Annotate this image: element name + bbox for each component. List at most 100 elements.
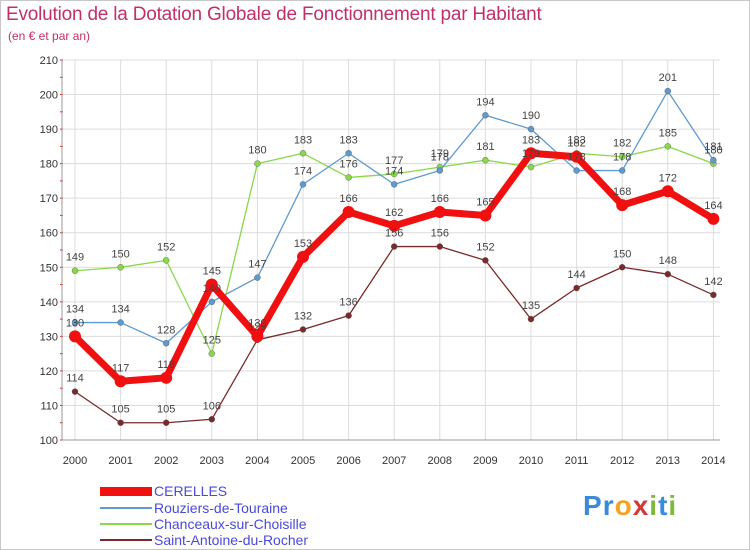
data-point bbox=[254, 160, 261, 167]
y-tick-label: 130 bbox=[40, 331, 58, 343]
data-label: 150 bbox=[613, 248, 631, 260]
data-label: 176 bbox=[339, 158, 357, 170]
data-label: 106 bbox=[203, 400, 221, 412]
data-label: 156 bbox=[385, 228, 403, 240]
data-label: 166 bbox=[339, 193, 357, 205]
data-point bbox=[391, 170, 398, 178]
data-label: 148 bbox=[659, 255, 677, 267]
data-point bbox=[299, 326, 307, 333]
legend-swatch bbox=[100, 539, 152, 541]
legend-label: Chanceaux-sur-Choisille bbox=[154, 516, 307, 532]
x-tick-label: 2013 bbox=[656, 455, 680, 467]
logo-letter: t bbox=[658, 490, 669, 521]
logo-letter: i bbox=[668, 490, 678, 521]
logo-letter: x bbox=[632, 490, 650, 521]
data-point bbox=[299, 150, 307, 157]
data-label: 181 bbox=[704, 141, 722, 153]
data-point bbox=[710, 291, 717, 299]
data-point bbox=[388, 219, 401, 232]
data-label: 183 bbox=[339, 134, 357, 146]
y-tick-label: 100 bbox=[40, 435, 58, 447]
data-point bbox=[482, 112, 489, 119]
y-tick-label: 110 bbox=[40, 400, 58, 412]
data-point bbox=[254, 274, 261, 281]
data-point bbox=[345, 174, 352, 181]
legend-label: Rouziers-de-Touraine bbox=[154, 500, 288, 516]
data-point bbox=[117, 419, 124, 426]
data-label: 174 bbox=[385, 165, 403, 177]
data-label: 132 bbox=[294, 310, 312, 322]
data-point bbox=[707, 212, 720, 225]
y-tick-label: 180 bbox=[40, 159, 58, 171]
data-point bbox=[527, 163, 535, 171]
x-tick-label: 2008 bbox=[428, 455, 452, 467]
data-point bbox=[117, 264, 124, 271]
data-point bbox=[482, 156, 489, 164]
data-label: 117 bbox=[112, 362, 130, 374]
data-label: 153 bbox=[294, 238, 312, 250]
data-label: 149 bbox=[66, 252, 84, 264]
data-point bbox=[391, 181, 398, 188]
data-point bbox=[436, 243, 443, 250]
data-point bbox=[160, 371, 173, 384]
data-label: 183 bbox=[522, 134, 540, 146]
data-point bbox=[391, 243, 398, 250]
data-label: 180 bbox=[248, 145, 266, 157]
data-point bbox=[664, 87, 671, 95]
data-label: 128 bbox=[157, 324, 175, 336]
data-point bbox=[345, 150, 352, 157]
data-point bbox=[573, 284, 580, 292]
data-label: 118 bbox=[157, 359, 175, 371]
y-tick-label: 190 bbox=[40, 124, 58, 136]
data-label: 134 bbox=[66, 304, 84, 316]
data-point bbox=[619, 153, 626, 160]
x-tick-label: 2010 bbox=[519, 455, 543, 467]
data-label: 105 bbox=[111, 404, 129, 416]
legend-label: CERELLES bbox=[154, 483, 228, 499]
data-point bbox=[71, 267, 79, 274]
data-label: 162 bbox=[385, 207, 403, 219]
logo-letter: o bbox=[614, 490, 633, 521]
data-label: 174 bbox=[294, 165, 312, 177]
data-label: 179 bbox=[522, 148, 540, 160]
x-tick-label: 2007 bbox=[382, 455, 406, 467]
data-point bbox=[117, 319, 124, 326]
data-label: 168 bbox=[613, 186, 631, 198]
x-tick-label: 2002 bbox=[154, 455, 178, 467]
x-tick-label: 2009 bbox=[473, 455, 497, 467]
y-tick-label: 120 bbox=[40, 366, 58, 378]
y-tick-label: 160 bbox=[40, 228, 58, 240]
data-point bbox=[297, 250, 309, 263]
data-point bbox=[69, 330, 81, 343]
x-tick-label: 2005 bbox=[291, 455, 315, 467]
data-point bbox=[345, 312, 352, 319]
data-label: 183 bbox=[567, 134, 585, 146]
data-point bbox=[162, 340, 170, 347]
legend-item: Chanceaux-sur-Choisille bbox=[100, 516, 307, 532]
data-label: 142 bbox=[704, 276, 722, 288]
data-label: 185 bbox=[659, 127, 677, 139]
data-label: 135 bbox=[522, 300, 540, 312]
data-point bbox=[619, 167, 626, 174]
data-point bbox=[114, 375, 127, 388]
data-label: 178 bbox=[431, 152, 449, 164]
data-label: 182 bbox=[613, 138, 631, 150]
data-label: 166 bbox=[431, 193, 449, 205]
data-point bbox=[433, 206, 446, 218]
legend-swatch bbox=[100, 507, 152, 509]
data-label: 201 bbox=[659, 72, 677, 84]
data-point bbox=[573, 167, 580, 174]
logo-letter: r bbox=[602, 490, 615, 521]
chart-subtitle: (en € et par an) bbox=[8, 29, 91, 43]
logo-letter: i bbox=[649, 490, 659, 521]
data-point bbox=[162, 419, 170, 426]
data-point bbox=[436, 167, 443, 174]
x-tick-label: 2001 bbox=[108, 455, 132, 467]
data-label: 152 bbox=[476, 241, 494, 253]
data-label: 130 bbox=[66, 317, 84, 329]
data-point bbox=[616, 199, 629, 212]
data-point bbox=[527, 315, 535, 323]
x-tick-label: 2000 bbox=[63, 455, 87, 467]
data-point bbox=[479, 209, 492, 222]
